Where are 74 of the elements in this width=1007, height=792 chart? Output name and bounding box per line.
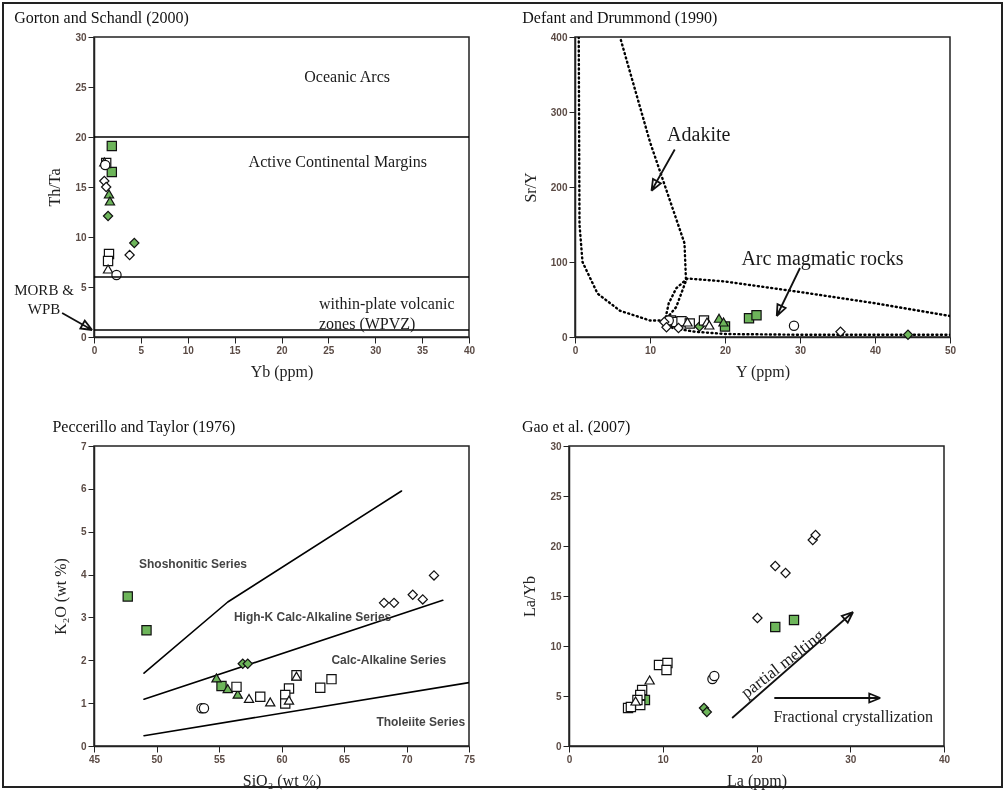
y-tick-label: 30 — [75, 31, 87, 43]
x-tick-label: 20 — [751, 753, 763, 765]
y-tick-label: 0 — [80, 331, 87, 343]
x-tick-label: 65 — [338, 753, 351, 765]
x-tick-label: 55 — [213, 753, 226, 765]
x-tick-label: 75 — [463, 753, 476, 765]
y-tick-label: 1 — [80, 697, 87, 709]
x-tick-label: 35 — [417, 344, 429, 356]
y-tick-label: 2 — [80, 654, 87, 666]
annotation: High-K Calc-Alkaline Series — [233, 610, 392, 625]
annotation: Calc-Alkaline Series — [331, 653, 447, 668]
y-tick-label: 4 — [80, 569, 87, 581]
y-tick-label: 20 — [75, 131, 87, 143]
y-tick-label: 3 — [80, 611, 87, 623]
y-axis-title: La/Yb — [521, 576, 539, 617]
y-tick-label: 25 — [75, 81, 87, 93]
y-tick-label: 400 — [550, 31, 568, 43]
y-tick-label: 300 — [550, 106, 568, 118]
annotation: Arc magmatic rocks — [741, 247, 904, 270]
x-tick-label: 40 — [463, 344, 476, 356]
x-tick-label: 70 — [401, 753, 413, 765]
annotation: Active Continental Margins — [248, 153, 427, 172]
x-tick-label: 60 — [276, 753, 288, 765]
x-tick-label: 30 — [370, 344, 382, 356]
annotation: MORB & WPB — [14, 282, 75, 317]
annotation: within-plate volcanic zones (WPVZ) — [319, 295, 455, 333]
x-tick-label: 40 — [938, 753, 951, 765]
x-tick-label: 25 — [323, 344, 335, 356]
x-tick-label: 30 — [794, 344, 807, 356]
y-tick-label: 7 — [80, 440, 87, 452]
y-tick-label: 30 — [550, 440, 562, 452]
y-tick-label: 6 — [80, 483, 87, 495]
y-axis-title: Sr/Y — [521, 171, 539, 203]
x-tick-label: 30 — [845, 753, 857, 765]
x-tick-label: 5 — [138, 344, 145, 356]
x-tick-label: 20 — [719, 344, 732, 356]
x-tick-label: 50 — [151, 753, 163, 765]
y-tick-label: 15 — [75, 181, 87, 193]
y-tick-label: 0 — [561, 331, 568, 343]
y-tick-label: 100 — [550, 256, 568, 268]
annotation: Oceanic Arcs — [304, 67, 390, 85]
x-tick-label: 10 — [644, 344, 657, 356]
x-tick-label: 10 — [657, 753, 670, 765]
chart-title: Gao et al. (2007) — [521, 418, 631, 436]
y-tick-label: 5 — [80, 281, 87, 293]
chart-title: Peccerillo and Taylor (1976) — [52, 418, 236, 436]
y-tick-label: 15 — [550, 590, 562, 602]
annotation: Shoshonitic Series — [139, 556, 248, 571]
y-axis-title: Th/Ta — [46, 168, 64, 207]
y-tick-label: 200 — [550, 181, 568, 193]
chart-title: Gorton and Schandl (2000) — [14, 9, 189, 27]
x-axis-title: Y (ppm) — [735, 362, 791, 381]
y-tick-label: 10 — [550, 640, 562, 652]
y-tick-label: 5 — [555, 690, 562, 702]
x-tick-label: 50 — [944, 344, 957, 356]
y-tick-label: 5 — [80, 526, 87, 538]
annotation: Adakite — [667, 122, 731, 145]
y-axis-title: K₂O (wt %) — [51, 558, 70, 635]
y-tick-label: 25 — [550, 490, 562, 502]
y-tick-label: 10 — [75, 231, 87, 243]
x-tick-label: 45 — [88, 753, 101, 765]
y-tick-label: 0 — [80, 740, 87, 752]
y-tick-label: 0 — [555, 740, 562, 752]
chart-title: Defant and Drummond (1990) — [522, 9, 718, 27]
x-axis-title: Yb (ppm) — [250, 362, 314, 381]
x-tick-label: 40 — [869, 344, 882, 356]
x-tick-label: 10 — [182, 344, 195, 356]
x-tick-label: 15 — [229, 344, 242, 356]
x-tick-label: 0 — [572, 344, 579, 356]
y-tick-label: 20 — [550, 540, 562, 552]
annotation: Fractional crystallization — [773, 707, 933, 726]
x-tick-label: 0 — [91, 344, 98, 356]
annotation: Tholeiite Series — [376, 715, 466, 730]
x-tick-label: 20 — [276, 344, 288, 356]
